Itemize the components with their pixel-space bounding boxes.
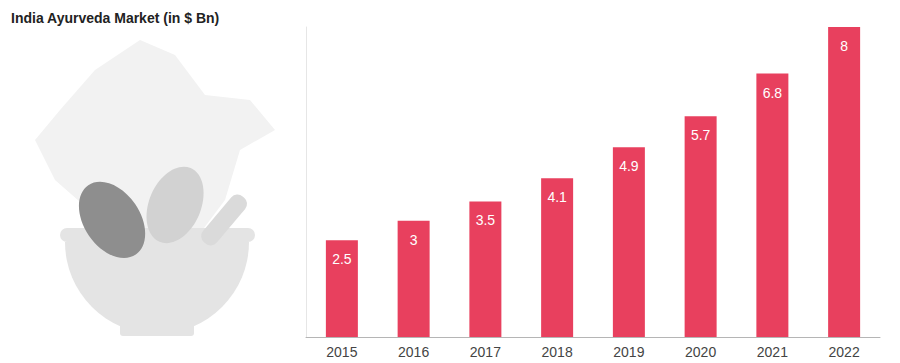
svg-text:4.1: 4.1 — [547, 189, 567, 205]
svg-text:8: 8 — [840, 38, 848, 54]
svg-text:2018: 2018 — [542, 344, 573, 360]
svg-text:2021: 2021 — [757, 344, 788, 360]
svg-text:3: 3 — [410, 232, 418, 248]
svg-text:2017: 2017 — [470, 344, 501, 360]
svg-text:3.5: 3.5 — [476, 212, 496, 228]
svg-text:2022: 2022 — [829, 344, 860, 360]
svg-text:2020: 2020 — [685, 344, 716, 360]
svg-text:2016: 2016 — [398, 344, 429, 360]
svg-text:4.9: 4.9 — [619, 158, 639, 174]
svg-text:2015: 2015 — [326, 344, 357, 360]
svg-text:6.8: 6.8 — [763, 85, 783, 101]
svg-text:5.7: 5.7 — [691, 127, 711, 143]
svg-text:2.5: 2.5 — [332, 251, 352, 267]
svg-text:India Ayurveda Market (in $ Bn: India Ayurveda Market (in $ Bn) — [11, 10, 219, 26]
svg-text:2019: 2019 — [613, 344, 644, 360]
